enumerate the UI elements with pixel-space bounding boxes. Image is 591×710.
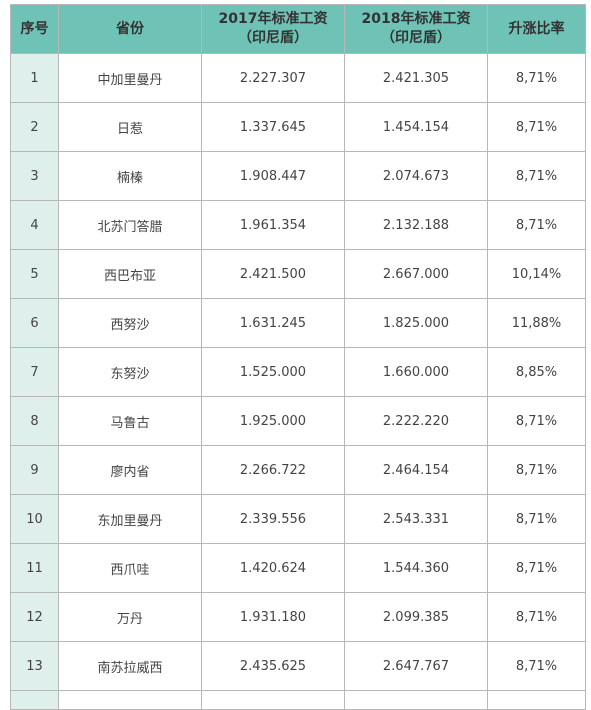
header-wage-2017-unit: （印尼盾） xyxy=(238,30,308,46)
header-wage-2018-unit: （印尼盾） xyxy=(381,30,451,46)
cell-growth: 8,71% xyxy=(487,200,586,250)
cell-wage-2018: 2.132.188 xyxy=(344,200,488,250)
cell-wage-2017: 2.266.722 xyxy=(201,445,345,495)
table-row: 11 西爪哇 1.420.624 1.544.360 8,71% xyxy=(10,543,586,593)
cell-province: 西努沙 xyxy=(58,298,202,348)
cell-wage-2018: 2.099.385 xyxy=(344,592,488,642)
cell-index: 8 xyxy=(10,396,59,446)
cell-index: 3 xyxy=(10,151,59,201)
cell-growth: 8,71% xyxy=(487,102,586,152)
cell-index: 6 xyxy=(10,298,59,348)
header-wage-2018-title: 2018年标准工资 xyxy=(361,11,471,27)
table-row: 6 西努沙 1.631.245 1.825.000 11,88% xyxy=(10,298,586,348)
cell-index: 9 xyxy=(10,445,59,495)
cell-wage-2017: 2.435.625 xyxy=(201,641,345,691)
table-row: 2 日惹 1.337.645 1.454.154 8,71% xyxy=(10,102,586,152)
cell-growth: 8,71% xyxy=(487,396,586,446)
cell-wage-2018: 1.825.000 xyxy=(344,298,488,348)
header-growth: 升涨比率 xyxy=(487,4,586,54)
cell-growth: 11,88% xyxy=(487,298,586,348)
header-province: 省份 xyxy=(58,4,202,54)
cell-wage-2017: 1.961.354 xyxy=(201,200,345,250)
cell-wage-2018: 2.074.673 xyxy=(344,151,488,201)
wage-table-container: 序号 省份 2017年标准工资 （印尼盾） 2018年标准工资 （印尼盾） 升涨… xyxy=(10,4,586,710)
cell-wage-2017: 1.420.624 xyxy=(201,543,345,593)
cell-wage-2017: 2.339.556 xyxy=(201,494,345,544)
cell-growth: 8,85% xyxy=(487,347,586,397)
cell-province: 楠榛 xyxy=(58,151,202,201)
table-row: 9 廖内省 2.266.722 2.464.154 8,71% xyxy=(10,445,586,495)
table-row: 4 北苏门答腊 1.961.354 2.132.188 8,71% xyxy=(10,200,586,250)
cell-index: 11 xyxy=(10,543,59,593)
table-row: 5 西巴布亚 2.421.500 2.667.000 10,14% xyxy=(10,249,586,299)
cell-wage-2018: 2.647.767 xyxy=(344,641,488,691)
header-index: 序号 xyxy=(10,4,59,54)
cell-province: 东加里曼丹 xyxy=(58,494,202,544)
cell-growth: 8,71% xyxy=(487,592,586,642)
table-row: 13 南苏拉威西 2.435.625 2.647.767 8,71% xyxy=(10,641,586,691)
table-row: 1 中加里曼丹 2.227.307 2.421.305 8,71% xyxy=(10,53,586,103)
cell-index: 2 xyxy=(10,102,59,152)
cell-province: 西爪哇 xyxy=(58,543,202,593)
cell-wage-2017: 1.525.000 xyxy=(201,347,345,397)
cell-wage-2018-empty xyxy=(344,690,488,710)
cell-province: 廖内省 xyxy=(58,445,202,495)
cell-index: 5 xyxy=(10,249,59,299)
cell-growth-empty xyxy=(487,690,586,710)
cell-province: 东努沙 xyxy=(58,347,202,397)
cell-index: 1 xyxy=(10,53,59,103)
cell-wage-2017-empty xyxy=(201,690,345,710)
cell-index: 10 xyxy=(10,494,59,544)
cell-growth: 8,71% xyxy=(487,151,586,201)
cell-wage-2017: 1.337.645 xyxy=(201,102,345,152)
table-row: 3 楠榛 1.908.447 2.074.673 8,71% xyxy=(10,151,586,201)
cell-growth: 8,71% xyxy=(487,641,586,691)
cell-province: 日惹 xyxy=(58,102,202,152)
cell-index: 12 xyxy=(10,592,59,642)
cell-province: 马鲁古 xyxy=(58,396,202,446)
cell-wage-2018: 2.421.305 xyxy=(344,53,488,103)
cell-wage-2017: 1.631.245 xyxy=(201,298,345,348)
cell-wage-2018: 2.667.000 xyxy=(344,249,488,299)
cell-index: 4 xyxy=(10,200,59,250)
cell-wage-2018: 1.660.000 xyxy=(344,347,488,397)
cell-index: 7 xyxy=(10,347,59,397)
cell-province: 中加里曼丹 xyxy=(58,53,202,103)
table-header: 序号 省份 2017年标准工资 （印尼盾） 2018年标准工资 （印尼盾） 升涨… xyxy=(10,4,586,54)
header-wage-2017: 2017年标准工资 （印尼盾） xyxy=(201,4,345,54)
cell-growth: 8,71% xyxy=(487,445,586,495)
table-row: 10 东加里曼丹 2.339.556 2.543.331 8,71% xyxy=(10,494,586,544)
cell-province: 北苏门答腊 xyxy=(58,200,202,250)
cell-growth: 8,71% xyxy=(487,543,586,593)
table-body: 1 中加里曼丹 2.227.307 2.421.305 8,71% 2 日惹 1… xyxy=(10,53,586,710)
cell-province: 西巴布亚 xyxy=(58,249,202,299)
cell-wage-2017: 1.931.180 xyxy=(201,592,345,642)
cell-wage-2017: 1.908.447 xyxy=(201,151,345,201)
cell-province-empty xyxy=(58,690,202,710)
cell-growth: 8,71% xyxy=(487,494,586,544)
cell-index: 13 xyxy=(10,641,59,691)
cell-growth: 10,14% xyxy=(487,249,586,299)
table-row: 7 东努沙 1.525.000 1.660.000 8,85% xyxy=(10,347,586,397)
cell-wage-2017: 1.925.000 xyxy=(201,396,345,446)
cell-wage-2018: 1.544.360 xyxy=(344,543,488,593)
cell-growth: 8,71% xyxy=(487,53,586,103)
wage-table: 序号 省份 2017年标准工资 （印尼盾） 2018年标准工资 （印尼盾） 升涨… xyxy=(10,4,586,710)
cell-wage-2018: 2.464.154 xyxy=(344,445,488,495)
cell-wage-2018: 1.454.154 xyxy=(344,102,488,152)
header-row: 序号 省份 2017年标准工资 （印尼盾） 2018年标准工资 （印尼盾） 升涨… xyxy=(10,4,586,54)
cell-province: 万丹 xyxy=(58,592,202,642)
table-row-partial xyxy=(10,690,586,710)
table-row: 8 马鲁古 1.925.000 2.222.220 8,71% xyxy=(10,396,586,446)
header-wage-2018: 2018年标准工资 （印尼盾） xyxy=(344,4,488,54)
cell-index-empty xyxy=(10,690,59,710)
header-wage-2017-title: 2017年标准工资 xyxy=(218,11,328,27)
table-row: 12 万丹 1.931.180 2.099.385 8,71% xyxy=(10,592,586,642)
cell-wage-2017: 2.421.500 xyxy=(201,249,345,299)
cell-wage-2018: 2.222.220 xyxy=(344,396,488,446)
cell-wage-2018: 2.543.331 xyxy=(344,494,488,544)
cell-province: 南苏拉威西 xyxy=(58,641,202,691)
cell-wage-2017: 2.227.307 xyxy=(201,53,345,103)
